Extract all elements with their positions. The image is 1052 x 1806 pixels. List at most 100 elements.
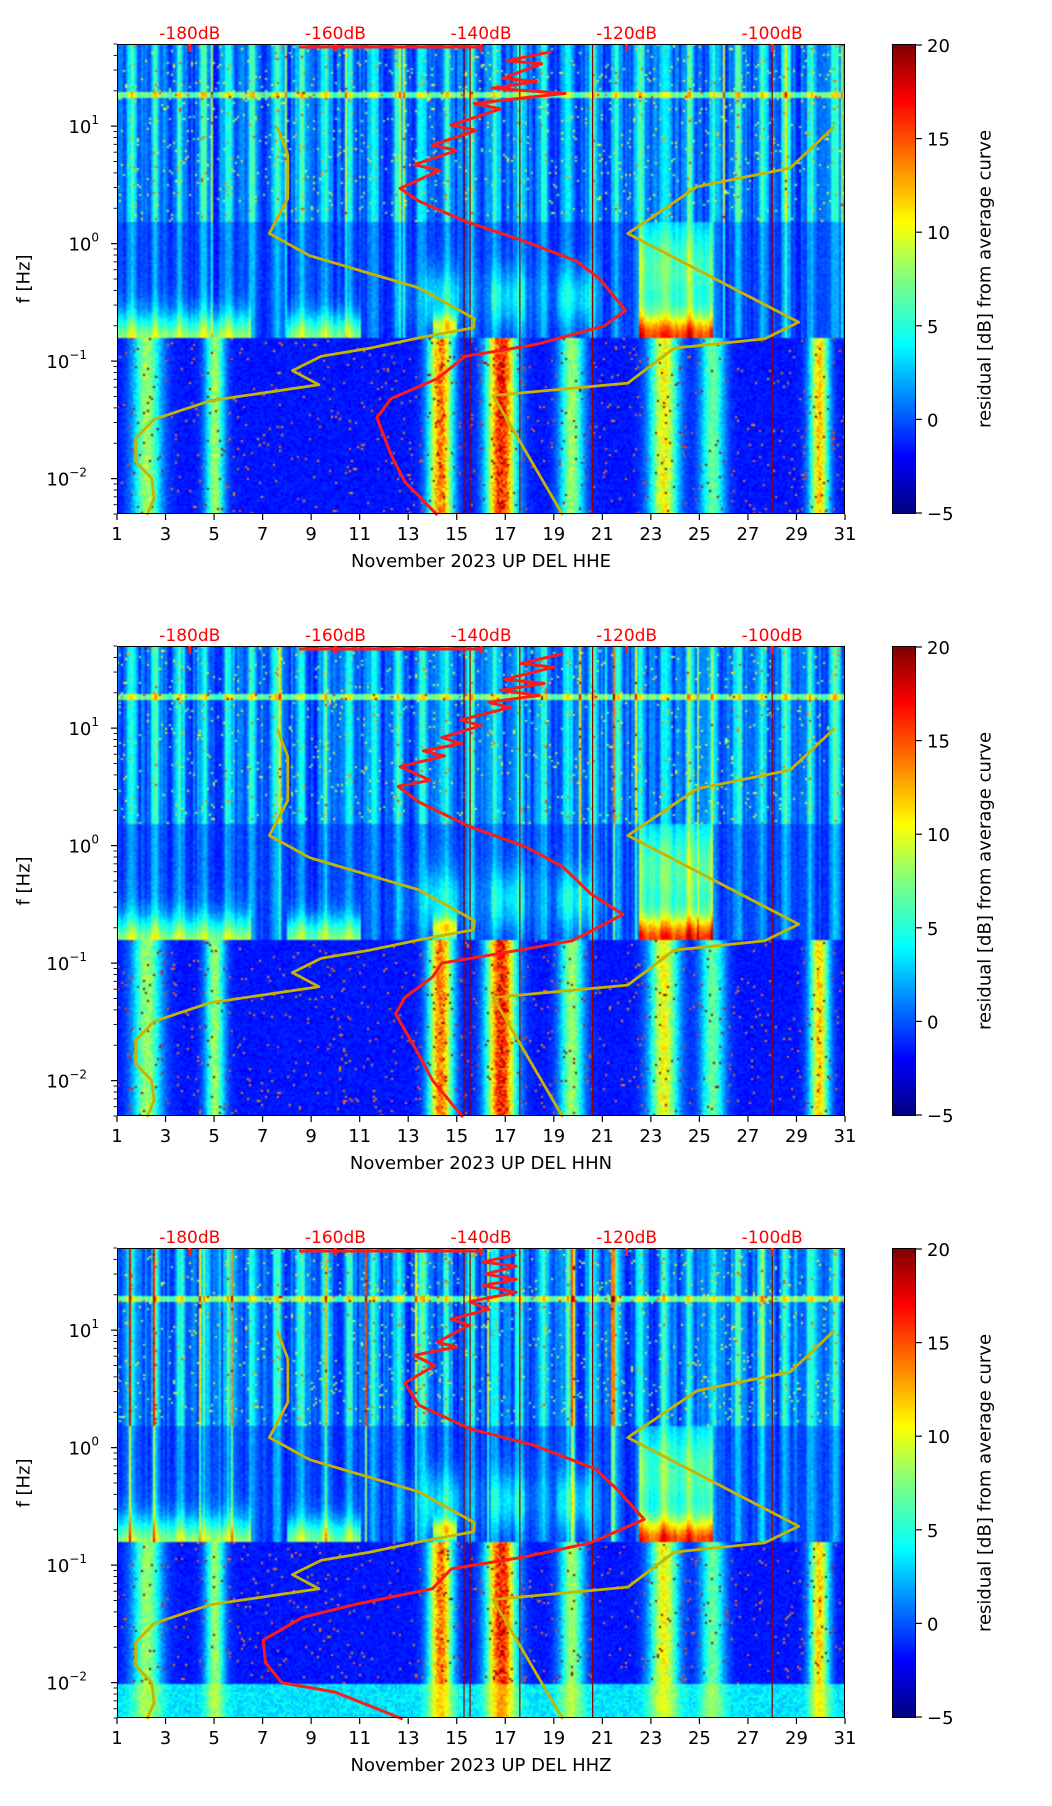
x-tick-label: 9 (305, 1728, 316, 1749)
colorbar-tick-label: 20 (927, 638, 950, 659)
db-tick-label: -180dB (159, 24, 220, 44)
x-tick-label: 15 (445, 1728, 468, 1749)
curve-overlay (134, 44, 836, 517)
x-tick-label: 27 (736, 1126, 759, 1147)
colorbar-label: residual [dB] from average curve (974, 731, 996, 1031)
x-tick-label: 7 (257, 524, 268, 545)
db-tick-label: -140dB (450, 1228, 511, 1248)
spectrogram-heatmap (117, 44, 845, 514)
db-tick-label: -180dB (159, 626, 220, 646)
x-axis-label: November 2023 UP DEL HHE (350, 551, 612, 572)
x-tick-label: 11 (348, 524, 371, 545)
colorbar-tick-label: −5 (927, 504, 954, 525)
colorbar-tick-label: 15 (927, 732, 950, 753)
x-tick-label: 17 (494, 1728, 517, 1749)
colorbar-tick-label: 10 (927, 223, 950, 244)
x-tick-label: 31 (834, 1126, 857, 1147)
y-axis-label: f [Hz] (13, 254, 35, 304)
x-tick-label: 27 (736, 1728, 759, 1749)
db-tick-label: -140dB (450, 24, 511, 44)
db-tick-label: -140dB (450, 626, 511, 646)
spectrogram-plot-area (117, 1248, 845, 1721)
high-noise-model-curve (491, 125, 836, 516)
colorbar-tick-label: 20 (927, 36, 950, 57)
curve-overlay (134, 646, 836, 1118)
psd-median-curve (261, 1253, 646, 1721)
y-tick-label: 10−1 (46, 348, 87, 373)
colorbar-tick-label: 15 (927, 1334, 950, 1355)
x-tick-label: 17 (494, 524, 517, 545)
x-tick-label: 19 (542, 1126, 565, 1147)
y-tick-label: 10−2 (46, 466, 87, 491)
y-tick-label: 101 (68, 1317, 99, 1342)
x-tick-label: 21 (591, 524, 614, 545)
colorbar-tick-label: 15 (927, 130, 950, 151)
x-tick-label: 31 (834, 524, 857, 545)
low-noise-model-curve (134, 728, 476, 1118)
colorbar-label: residual [dB] from average curve (974, 1333, 996, 1633)
db-tick-label: -120dB (596, 1228, 657, 1248)
colorbar-tick-label: 0 (927, 410, 938, 431)
x-tick-label: 7 (257, 1126, 268, 1147)
x-tick-label: 25 (688, 1126, 711, 1147)
db-tick-label: -180dB (159, 1228, 220, 1248)
low-noise-model-curve (134, 126, 476, 516)
y-tick-label: 10−2 (46, 1068, 87, 1093)
x-tick-label: 19 (542, 524, 565, 545)
colorbar-tick-label: 10 (927, 825, 950, 846)
db-tick-label: -100dB (742, 626, 803, 646)
x-tick-label: 3 (160, 1728, 171, 1749)
x-tick-label: 3 (160, 1126, 171, 1147)
panel-hhz: 1 3 5 7 9 11 13 15 17 19 21 23 25 27 29 31 101 100 10−1 10−… (0, 1204, 1052, 1776)
x-tick-label: 21 (591, 1728, 614, 1749)
colorbar-tick-label: 5 (927, 1521, 938, 1542)
colorbar-label: residual [dB] from average curve (974, 129, 996, 429)
x-tick-label: 5 (208, 1126, 219, 1147)
db-tick-label: -160dB (305, 626, 366, 646)
x-tick-label: 5 (208, 1728, 219, 1749)
x-tick-label: 23 (639, 524, 662, 545)
colorbar-tick-label: −5 (927, 1708, 954, 1729)
x-tick-label: 25 (688, 1728, 711, 1749)
axes: 1 3 5 7 9 11 13 15 17 19 21 23 25 27 29 3110110010−110−… (46, 24, 954, 545)
y-axis-label: f [Hz] (13, 856, 35, 906)
y-tick-label: 10−1 (46, 1552, 87, 1577)
db-tick-label: -100dB (742, 1228, 803, 1248)
high-noise-model-curve (491, 727, 836, 1118)
high-noise-model-curve (491, 1329, 836, 1720)
x-tick-label: 7 (257, 1728, 268, 1749)
x-tick-label: 11 (348, 1728, 371, 1749)
y-tick-label: 10−1 (46, 950, 87, 975)
x-tick-label: 5 (208, 524, 219, 545)
colorbar-tick-label: 0 (927, 1614, 938, 1635)
x-tick-label: 1 (111, 524, 122, 545)
db-tick-label: -160dB (305, 24, 366, 44)
y-tick-label: 100 (68, 833, 99, 858)
x-axis-label: November 2023 UP DEL HHZ (350, 1755, 612, 1776)
x-tick-label: 23 (639, 1728, 662, 1749)
colorbar-tick-label: 5 (927, 919, 938, 940)
y-axis-label: f [Hz] (13, 1458, 35, 1508)
axes: 1 3 5 7 9 11 13 15 17 19 21 23 25 27 29 3110110010−110−… (46, 626, 953, 1147)
colorbar-tick-label: 20 (927, 1240, 950, 1261)
spectrogram-plot-area (117, 44, 845, 517)
x-tick-label: 13 (397, 1728, 420, 1749)
panel-hhn: 1 3 5 7 9 11 13 15 17 19 21 23 25 27 29 31 101 100 10−1 10−… (0, 602, 1052, 1174)
x-tick-label: 21 (591, 1126, 614, 1147)
x-tick-label: 9 (305, 1126, 316, 1147)
y-tick-label: 100 (68, 1435, 99, 1460)
x-tick-label: 11 (348, 1126, 371, 1147)
y-tick-label: 100 (68, 231, 99, 256)
y-tick-label: 101 (68, 715, 99, 740)
spectrogram-plot-area (117, 646, 845, 1118)
x-tick-label: 27 (736, 524, 759, 545)
x-tick-label: 29 (785, 1728, 808, 1749)
db-tick-label: -100dB (742, 24, 803, 44)
x-tick-label: 13 (397, 1126, 420, 1147)
colorbar-tick-label: 10 (927, 1427, 950, 1448)
panel-hhe: 1 3 5 7 9 11 13 15 17 19 21 23 25 27 29 31 101 100 10−1 10−… (0, 0, 1052, 572)
x-tick-label: 1 (111, 1728, 122, 1749)
psd-median-curve (375, 50, 627, 517)
x-tick-label: 29 (785, 524, 808, 545)
colorbar-tick-label: 5 (927, 317, 938, 338)
